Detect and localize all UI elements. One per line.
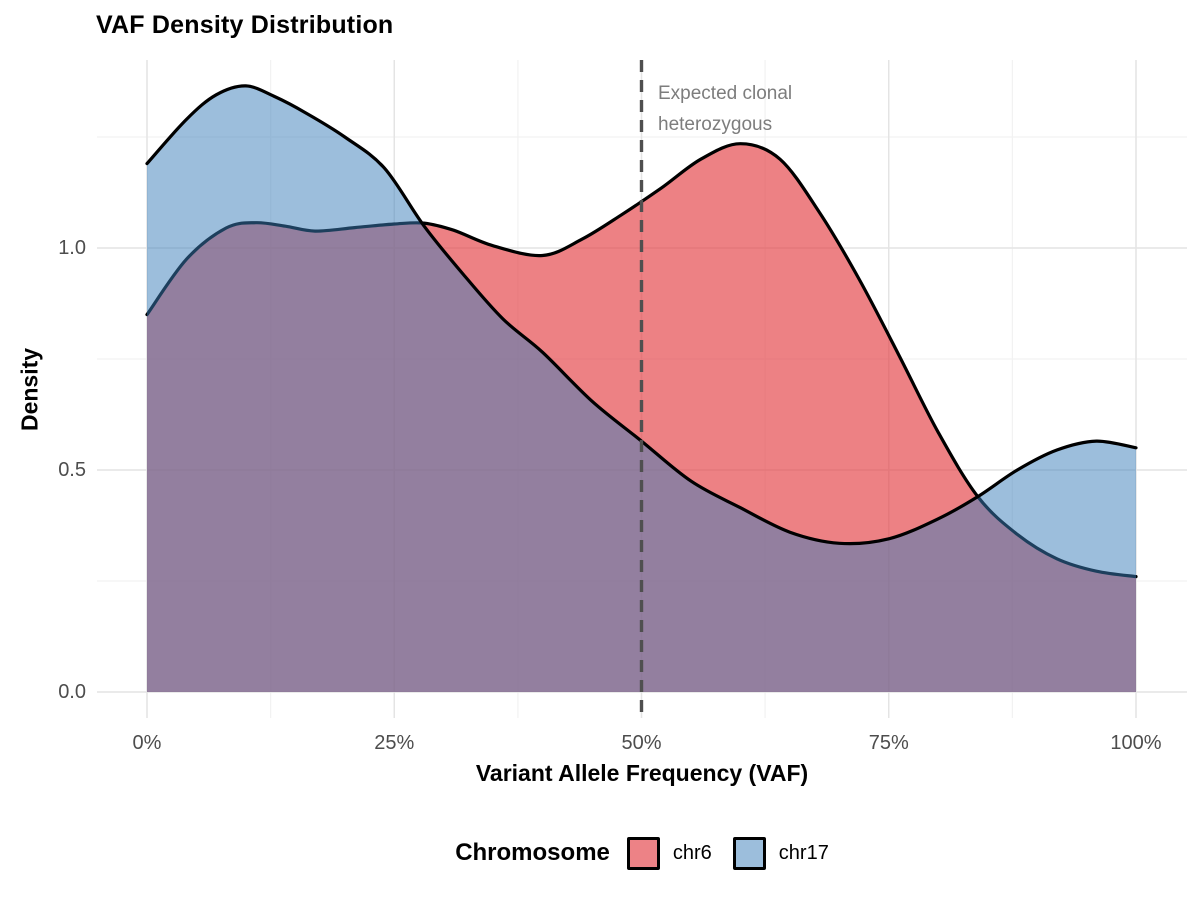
legend-label-chr6: chr6 <box>672 841 712 864</box>
legend: Chromosome chr6 chr17 <box>97 831 1187 875</box>
legend-swatch-chr17 <box>732 836 766 870</box>
y-tick-label: 1.0 <box>58 237 86 259</box>
vline-annotation-line2: heterozygous <box>658 114 773 135</box>
x-tick-label: 75% <box>868 732 909 754</box>
x-tick-label: 100% <box>1110 732 1162 754</box>
legend-title: Chromosome <box>455 839 610 866</box>
x-tick-label: 25% <box>374 732 415 754</box>
x-axis-title: Variant Allele Frequency (VAF) <box>475 760 809 786</box>
y-axis-title: Density <box>16 347 43 432</box>
x-tick-label: 50% <box>621 732 662 754</box>
chr17-density-area <box>147 85 1136 693</box>
plot-title: VAF Density Distribution <box>96 11 394 39</box>
chr17-density-curve <box>145 84 1138 546</box>
vline-annotation: Expected clonal heterozygous <box>658 78 792 140</box>
legend-label-chr17: chr17 <box>778 841 829 864</box>
legend-item-chr6: chr6 <box>626 836 712 870</box>
y-tick-label: 0.0 <box>58 681 86 703</box>
vline-annotation-line1: Expected clonal <box>658 83 793 104</box>
x-tick-label: 0% <box>132 732 162 754</box>
legend-item-chr17: chr17 <box>732 836 829 870</box>
y-tick-label: 0.5 <box>58 459 86 481</box>
legend-swatch-chr6 <box>626 836 660 870</box>
